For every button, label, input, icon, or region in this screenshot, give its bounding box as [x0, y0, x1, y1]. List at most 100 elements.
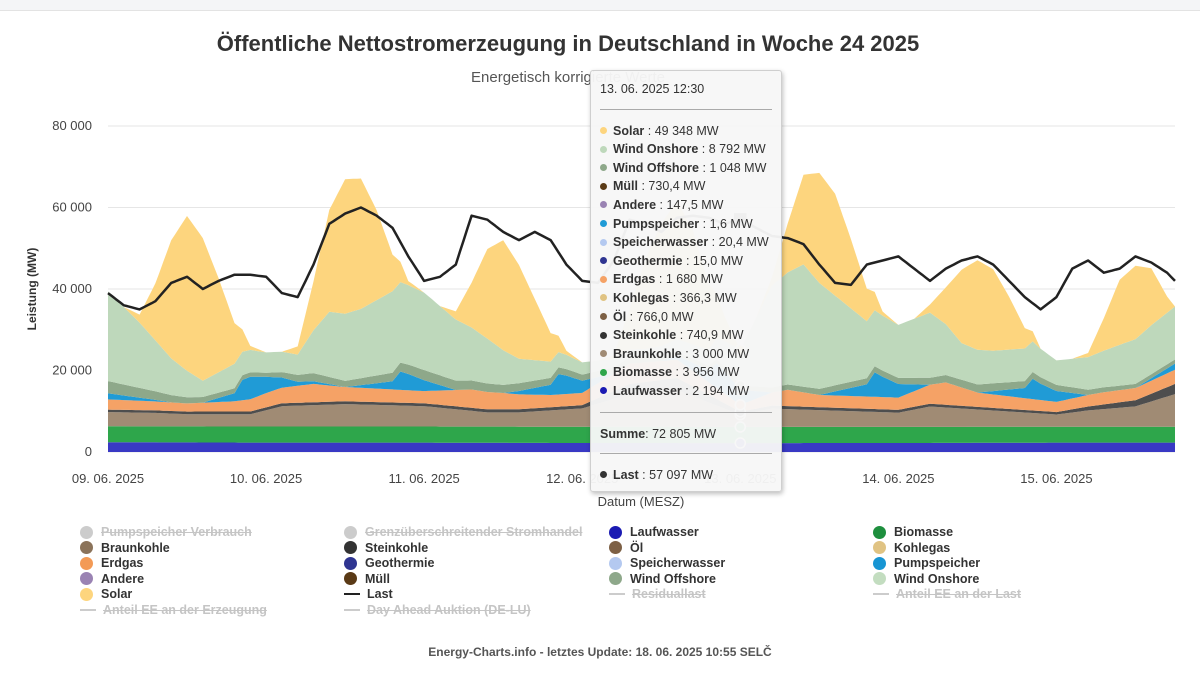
tooltip-separator: :	[669, 290, 680, 305]
tooltip-series-name: Biomasse	[613, 365, 673, 380]
legend-item-steinkohle[interactable]: Steinkohle	[344, 540, 428, 556]
tooltip-series-value: 3 000 MW	[692, 346, 750, 361]
tooltip-separator: :	[681, 346, 693, 361]
legend-item-wind-offshore[interactable]: Wind Offshore	[609, 571, 716, 587]
legend-item-grenzüberschreitender-stromhandel[interactable]: Grenzüberschreitender Stromhandel	[344, 524, 582, 540]
tooltip-separator: :	[638, 467, 650, 482]
tooltip-series-name: Braunkohle	[613, 346, 682, 361]
legend-label: Wind Offshore	[630, 571, 716, 586]
legend-label: Geothermie	[365, 556, 435, 570]
legend-item-geothermie[interactable]: Geothermie	[344, 555, 434, 571]
legend-dot-icon	[609, 556, 622, 570]
legend-item-anteil-ee-an-der-last[interactable]: Anteil EE an der Last	[873, 586, 1021, 602]
legend-dot-icon	[873, 525, 886, 539]
tooltip-series-name: Kohlegas	[613, 290, 670, 305]
legend-dot-icon	[80, 572, 93, 585]
area-pumpspeicher	[108, 355, 1175, 405]
tooltip-row: Wind Onshore : 8 792 MW	[600, 141, 766, 158]
tooltip-series-value: 1,6 MW	[709, 216, 753, 231]
y-tick-label: 60 000	[52, 200, 92, 215]
y-tick-label: 40 000	[52, 281, 92, 296]
hover-tooltip: 13. 06. 2025 12:30 Solar : 49 348 MW Wind…	[590, 70, 782, 492]
tooltip-row: Wind Offshore : 1 048 MW	[600, 159, 766, 176]
legend-line-icon	[344, 608, 360, 611]
series-color-dot	[600, 331, 607, 339]
tooltip-last-label: Last	[613, 467, 639, 482]
legend-label: Speicherwasser	[630, 556, 726, 570]
tooltip-series-value: 1 680 MW	[665, 272, 723, 287]
tooltip-series-value: 147,5 MW	[666, 197, 724, 212]
tooltip-series-value: 1 048 MW	[709, 160, 767, 175]
legend-item-braunkohle[interactable]: Braunkohle	[80, 540, 170, 556]
legend-dot-icon	[80, 525, 93, 539]
series-color-dot	[600, 350, 607, 358]
tooltip-row: Müll : 730,4 MW	[600, 178, 705, 195]
legend-item-solar[interactable]: Solar	[80, 586, 132, 602]
legend-label: Kohlegas	[894, 540, 951, 555]
tooltip-series-name: Speicherwasser	[613, 235, 709, 250]
legend-item-öl[interactable]: Öl	[609, 540, 643, 556]
x-tick-label: 15. 06. 2025	[1020, 471, 1092, 486]
tooltip-sum-row: Summe: 72 805 MW	[600, 425, 716, 442]
legend-item-andere[interactable]: Andere	[80, 571, 144, 587]
tooltip-row: Öl : 766,0 MW	[600, 308, 694, 325]
legend-item-residuallast[interactable]: Residuallast	[609, 586, 706, 602]
legend-label: Pumpspeicher Verbrauch	[101, 525, 252, 539]
tooltip-series-value: 20,4 MW	[718, 235, 769, 250]
series-color-dot	[600, 182, 607, 190]
tooltip-separator: :	[699, 216, 710, 231]
legend-label: Erdgas	[101, 556, 144, 570]
tooltip-separator: :	[676, 328, 687, 343]
legend-item-anteil-ee-an-der-erzeugung[interactable]: Anteil EE an der Erzeugung	[80, 602, 267, 618]
tooltip-series-value: 49 348 MW	[654, 123, 719, 138]
legend-dot-icon	[873, 572, 886, 585]
series-color-dot	[600, 368, 607, 376]
legend-label: Residuallast	[632, 587, 706, 601]
series-color-dot	[600, 238, 607, 246]
tooltip-separator: :	[656, 197, 667, 212]
legend-item-speicherwasser[interactable]: Speicherwasser	[609, 555, 725, 571]
series-color-dot	[600, 127, 607, 134]
series-color-dot	[600, 220, 607, 227]
area-erdgas	[108, 359, 1175, 413]
series-color-dot	[600, 275, 607, 283]
legend-dot-icon	[873, 541, 886, 554]
legend-item-pumpspeicher[interactable]: Pumpspeicher	[873, 555, 980, 571]
tooltip-series-name: Geothermie	[613, 253, 683, 268]
legend-label: Anteil EE an der Last	[896, 587, 1022, 601]
legend-item-pumpspeicher-verbrauch[interactable]: Pumpspeicher Verbrauch	[80, 524, 252, 540]
series-color-dot	[600, 201, 607, 209]
legend-item-day-ahead-auktion-de-lu-[interactable]: Day Ahead Auktion (DE-LU)	[344, 602, 531, 618]
tooltip-series-name: Müll	[613, 179, 638, 194]
legend-label: Pumpspeicher	[894, 556, 981, 570]
x-tick-label: 09. 06. 2025	[72, 471, 144, 486]
legend-item-wind-onshore[interactable]: Wind Onshore	[873, 571, 979, 587]
legend-item-müll[interactable]: Müll	[344, 571, 390, 587]
legend-dot-icon	[344, 572, 357, 585]
tooltip-series-value: 730,4 MW	[648, 179, 706, 194]
legend-item-kohlegas[interactable]: Kohlegas	[873, 540, 950, 556]
tooltip-date: 13. 06. 2025 12:30	[600, 82, 705, 96]
tooltip-series-value: 740,9 MW	[686, 328, 744, 343]
series-color-dot	[600, 313, 607, 320]
legend-dot-icon	[609, 525, 622, 539]
tooltip-row: Laufwasser : 2 194 MW	[600, 382, 749, 399]
legend-label: Anteil EE an der Erzeugung	[103, 602, 267, 617]
legend-dot-icon	[609, 572, 622, 585]
y-tick-label: 20 000	[52, 363, 92, 378]
legend-line-icon	[609, 593, 625, 595]
tooltip-row: Pumpspeicher : 1,6 MW	[600, 215, 753, 232]
legend-dot-icon	[609, 541, 622, 554]
legend-item-erdgas[interactable]: Erdgas	[80, 555, 143, 571]
tooltip-series-name: Andere	[613, 197, 657, 212]
legend-item-laufwasser[interactable]: Laufwasser	[609, 524, 699, 540]
tooltip-last-row: Last : 57 097 MW	[600, 466, 713, 483]
x-tick-label: 10. 06. 2025	[230, 471, 302, 486]
tooltip-row: Steinkohle : 740,9 MW	[600, 327, 744, 344]
legend-dot-icon	[80, 587, 93, 601]
legend-item-biomasse[interactable]: Biomasse	[873, 524, 953, 540]
tooltip-series-value: 3 956 MW	[682, 365, 740, 380]
tooltip-separator: :	[682, 253, 693, 268]
tooltip-separator: :	[708, 235, 719, 250]
legend-item-last[interactable]: Last	[344, 586, 393, 602]
